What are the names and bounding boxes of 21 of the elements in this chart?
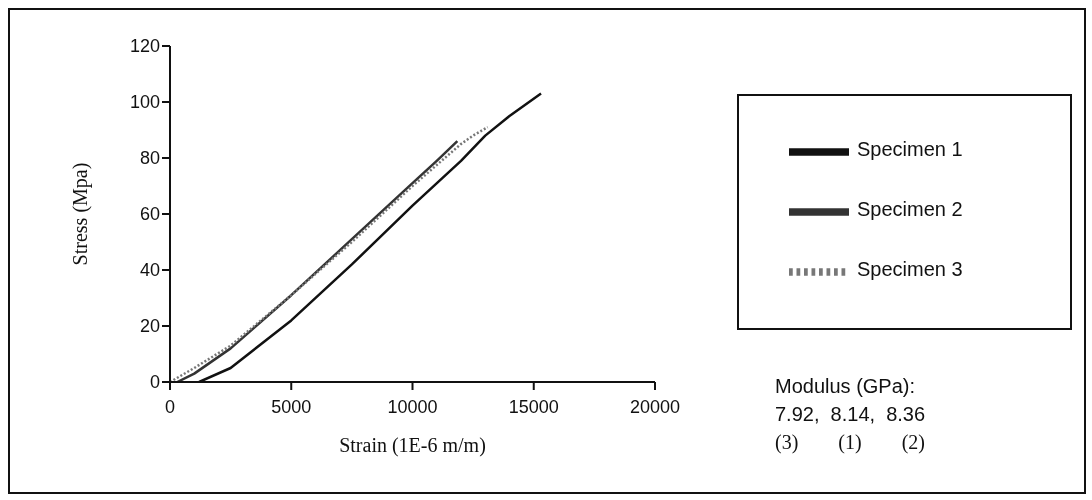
legend-label: Specimen 1 bbox=[857, 137, 963, 160]
x-tick-label: 10000 bbox=[387, 396, 438, 417]
line-series bbox=[170, 125, 489, 382]
legend-label: Specimen 2 bbox=[857, 197, 963, 220]
text: (3) (1) (2) bbox=[775, 430, 926, 456]
x-axis-title: Strain (1E-6 m/m) bbox=[339, 434, 486, 457]
x-tick-label: 20000 bbox=[629, 396, 681, 417]
y-tick-label: 20 bbox=[139, 316, 160, 337]
x-tick-label: 15000 bbox=[508, 396, 559, 417]
y-tick-label: 80 bbox=[139, 148, 160, 169]
y-axis-title: Stress (Mpa) bbox=[69, 162, 93, 266]
legend-label: Specimen 3 bbox=[857, 257, 963, 280]
y-tick-label: 0 bbox=[149, 372, 160, 393]
y-tick-label: 40 bbox=[139, 260, 160, 281]
y-tick-label: 100 bbox=[129, 92, 160, 113]
text: 7.92, 8.14, 8.36 bbox=[775, 402, 926, 427]
x-tick-label: 5000 bbox=[271, 396, 312, 417]
y-tick-label: 120 bbox=[129, 36, 160, 57]
text: Modulus (GPa): bbox=[775, 374, 917, 399]
x-tick-label: 0 bbox=[164, 396, 176, 417]
y-tick-label: 60 bbox=[139, 204, 160, 225]
